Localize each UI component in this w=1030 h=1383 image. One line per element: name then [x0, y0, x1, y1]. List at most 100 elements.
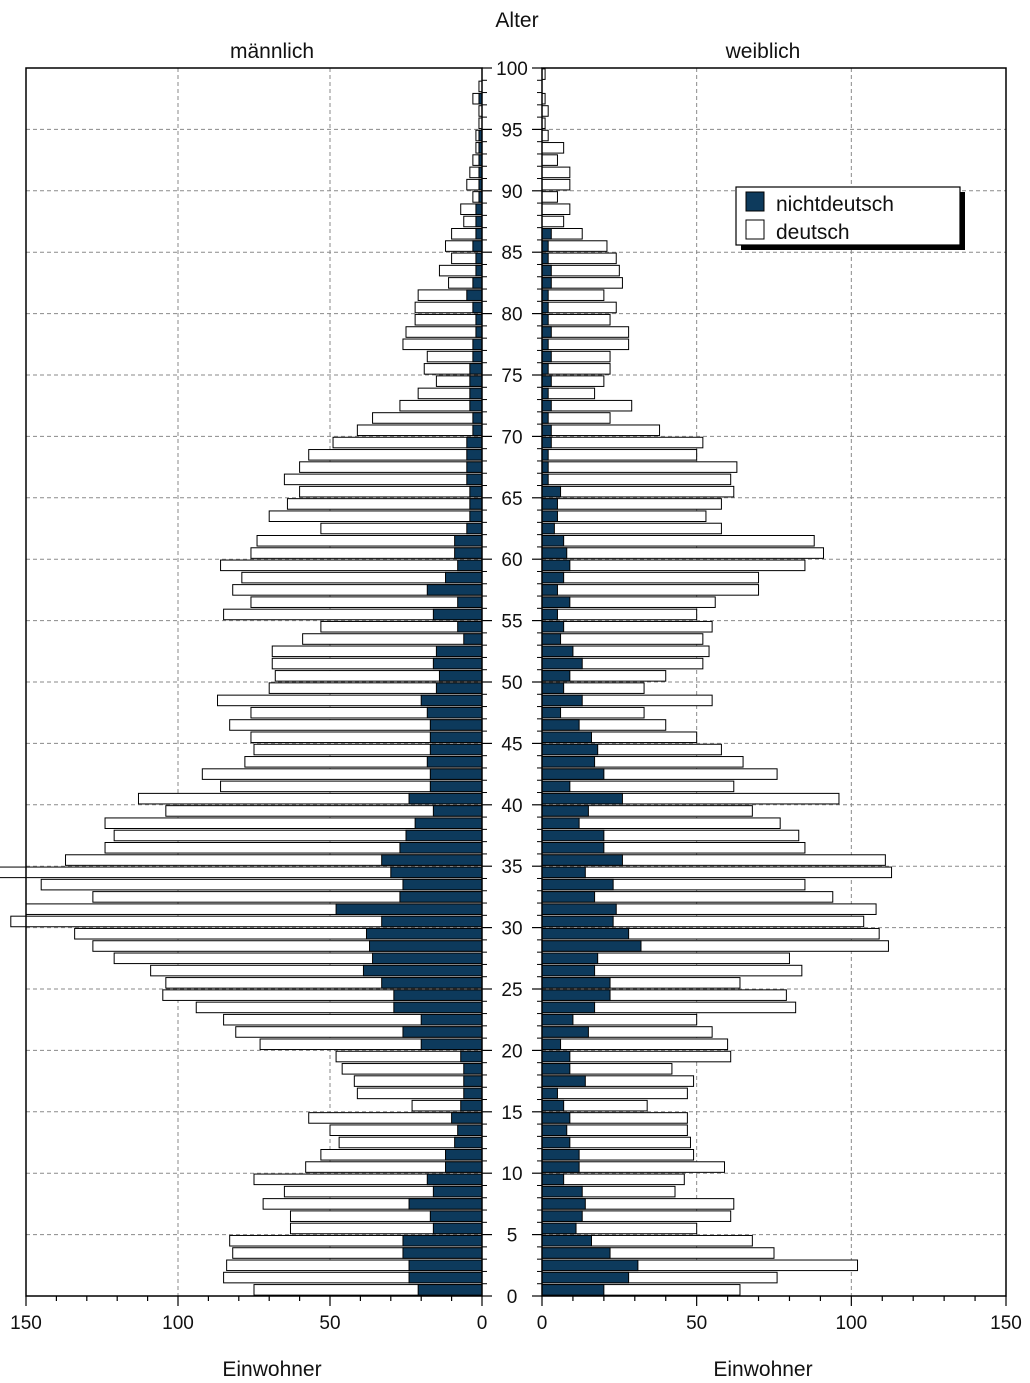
- bar-f-nichtdeutsch-33: [541, 878, 614, 891]
- bar-f-deutsch-96: [541, 105, 549, 117]
- bar-f-deutsch-90: [541, 178, 571, 191]
- bar-m-nichtdeutsch-10: [445, 1161, 483, 1173]
- bar-f-nichtdeutsch-72: [541, 399, 552, 412]
- bar-f-nichtdeutsch-63: [541, 510, 558, 523]
- age-axis: 0 5 10 15 20 25 30 35 40 45 50 55 60 65 70 75 80 85 90 95 10…: [482, 59, 542, 1308]
- bar-f-nichtdeutsch-4: [541, 1234, 592, 1247]
- bar-m-nichtdeutsch-84: [475, 252, 483, 265]
- bar-m-nichtdeutsch-18: [463, 1063, 483, 1075]
- bar-m-nichtdeutsch-37: [405, 829, 483, 842]
- bar-f-nichtdeutsch-32: [541, 891, 596, 903]
- bar-m-nichtdeutsch-14: [451, 1112, 483, 1124]
- bar-f-nichtdeutsch-86: [541, 227, 552, 240]
- bar-f-deutsch-41: [541, 780, 735, 793]
- bar-f-nichtdeutsch-73: [541, 387, 549, 400]
- bar-f-nichtdeutsch-84: [541, 252, 549, 265]
- bar-f-nichtdeutsch-17: [541, 1075, 586, 1087]
- bar-m-nichtdeutsch-17: [463, 1075, 483, 1087]
- bar-f-nichtdeutsch-28: [541, 940, 642, 952]
- bar-f-nichtdeutsch-14: [541, 1112, 571, 1124]
- bar-m-nichtdeutsch-1: [408, 1271, 483, 1284]
- bar-f-deutsch-69: [541, 436, 704, 449]
- bar-m-nichtdeutsch-86: [475, 227, 483, 240]
- bar-m-nichtdeutsch-31: [335, 903, 483, 915]
- bar-m-nichtdeutsch-38: [414, 817, 483, 830]
- bar-m-nichtdeutsch-57: [426, 584, 483, 596]
- bar-f-nichtdeutsch-19: [541, 1050, 571, 1063]
- bar-f-nichtdeutsch-44: [541, 743, 599, 756]
- bar-f-nichtdeutsch-49: [541, 682, 565, 694]
- bar-f-nichtdeutsch-39: [541, 805, 589, 817]
- bar-f-deutsch-84: [541, 252, 617, 265]
- bar-m-nichtdeutsch-85: [472, 240, 483, 252]
- bar-f-nichtdeutsch-82: [541, 277, 552, 289]
- bar-m-nichtdeutsch-62: [466, 522, 483, 535]
- bar-f-nichtdeutsch-59: [541, 559, 571, 572]
- bar-m-nichtdeutsch-22: [420, 1013, 483, 1026]
- bar-f-nichtdeutsch-43: [541, 756, 596, 768]
- bar-f-nichtdeutsch-68: [541, 449, 549, 461]
- bar-f-deutsch-80: [541, 301, 617, 314]
- bar-f-nichtdeutsch-66: [541, 473, 549, 486]
- bar-f-nichtdeutsch-12: [541, 1136, 571, 1149]
- bars-maennlich: [0, 80, 483, 1296]
- age-tick-label-40: 40: [501, 796, 522, 817]
- bar-m-nichtdeutsch-72: [469, 399, 483, 412]
- bar-f-nichtdeutsch-41: [541, 780, 571, 793]
- age-tick-label-90: 90: [501, 182, 522, 203]
- bar-m-nichtdeutsch-25: [381, 977, 483, 989]
- bar-m-nichtdeutsch-67: [466, 461, 483, 473]
- bar-f-nichtdeutsch-22: [541, 1013, 574, 1026]
- bar-m-nichtdeutsch-8: [432, 1185, 483, 1198]
- bar-m-deutsch-61: [256, 534, 483, 547]
- bar-m-deutsch-66: [283, 473, 483, 486]
- bar-f-nichtdeutsch-61: [541, 534, 565, 547]
- age-tick-label-30: 30: [501, 919, 522, 940]
- bar-f-deutsch-73: [541, 387, 596, 400]
- bar-m-deutsch-70: [356, 424, 483, 437]
- bar-m-deutsch-17: [353, 1075, 483, 1087]
- age-tick-label-95: 95: [501, 120, 522, 141]
- bar-m-nichtdeutsch-2: [408, 1259, 483, 1272]
- age-tick-label-65: 65: [501, 489, 522, 510]
- bar-m-nichtdeutsch-60: [454, 547, 483, 559]
- age-tick-label-35: 35: [501, 857, 522, 878]
- bar-m-nichtdeutsch-50: [438, 670, 483, 682]
- bar-m-nichtdeutsch-61: [454, 534, 483, 547]
- bar-f-deutsch-58: [541, 571, 760, 584]
- x-axis-maennlich: 0 50 100 150: [10, 1296, 487, 1334]
- bar-m-nichtdeutsch-59: [457, 559, 483, 572]
- bar-m-nichtdeutsch-81: [466, 289, 483, 301]
- bar-f-nichtdeutsch-8: [541, 1185, 583, 1198]
- bar-f-nichtdeutsch-74: [541, 375, 552, 387]
- bar-f-deutsch-85: [541, 240, 608, 252]
- legend-label-deutsch: deutsch: [776, 221, 850, 244]
- bar-f-nichtdeutsch-25: [541, 977, 611, 989]
- bar-m-nichtdeutsch-7: [408, 1198, 483, 1210]
- bar-f-nichtdeutsch-31: [541, 903, 617, 915]
- age-tick-label-75: 75: [501, 366, 522, 387]
- bar-f-nichtdeutsch-45: [541, 731, 592, 744]
- bar-m-deutsch-77: [402, 338, 483, 351]
- bar-m-deutsch-60: [250, 547, 483, 559]
- bar-f-deutsch-89: [541, 191, 558, 203]
- bar-f-nichtdeutsch-42: [541, 768, 605, 780]
- age-tick-label-60: 60: [501, 550, 522, 571]
- bar-m-nichtdeutsch-40: [408, 792, 483, 805]
- bar-f-deutsch-57: [541, 584, 760, 596]
- bar-m-deutsch-64: [286, 498, 483, 510]
- bar-f-deutsch-70: [541, 424, 661, 437]
- bar-f-deutsch-64: [541, 498, 722, 510]
- bar-f-nichtdeutsch-64: [541, 498, 558, 510]
- bar-m-nichtdeutsch-5: [432, 1222, 483, 1235]
- bar-m-nichtdeutsch-46: [429, 719, 483, 731]
- x-tick-label-f-150: 150: [990, 1313, 1022, 1334]
- bar-m-nichtdeutsch-35: [381, 854, 483, 866]
- bar-m-nichtdeutsch-28: [369, 940, 483, 952]
- age-tick-label-80: 80: [501, 305, 522, 326]
- bar-m-nichtdeutsch-42: [429, 768, 483, 780]
- bar-f-nichtdeutsch-76: [541, 350, 552, 363]
- bar-f-deutsch-78: [541, 326, 630, 338]
- bar-f-nichtdeutsch-80: [541, 301, 549, 314]
- bar-f-deutsch-34: [541, 866, 893, 879]
